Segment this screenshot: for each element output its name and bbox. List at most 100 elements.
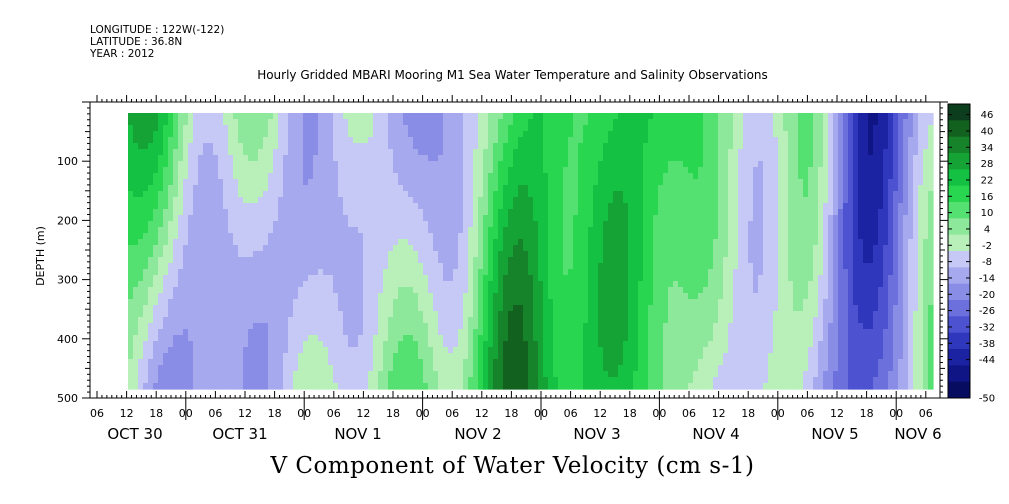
heat-cell <box>398 155 404 162</box>
heat-cell <box>208 119 214 126</box>
heat-cell <box>128 263 134 270</box>
heat-cell <box>563 173 569 180</box>
heat-cell <box>333 203 339 210</box>
heat-cell <box>923 239 929 246</box>
heat-cell <box>273 149 279 156</box>
heat-cell <box>453 233 459 240</box>
heat-cell <box>903 215 909 222</box>
heat-cell <box>383 293 389 300</box>
heat-cell <box>498 179 504 186</box>
heat-cell <box>583 161 589 168</box>
heat-cell <box>708 173 714 180</box>
heat-cell <box>668 185 674 192</box>
heat-cell <box>218 179 224 186</box>
heat-cell <box>178 233 184 240</box>
heat-cell <box>238 269 244 276</box>
heat-cell <box>618 287 624 294</box>
heat-cell <box>678 113 684 120</box>
heat-cell <box>188 137 194 144</box>
heat-cell <box>438 227 444 234</box>
heat-cell <box>468 275 474 282</box>
heat-cell <box>128 203 134 210</box>
heat-cell <box>133 137 139 144</box>
heat-cell <box>338 149 344 156</box>
heat-cell <box>383 143 389 150</box>
heat-cell <box>668 203 674 210</box>
heat-cell <box>313 131 319 138</box>
heat-cell <box>813 203 819 210</box>
heat-cell <box>808 221 814 228</box>
heat-cell <box>693 227 699 234</box>
heat-cell <box>293 197 299 204</box>
heat-cell <box>243 167 249 174</box>
heat-cell <box>788 209 794 216</box>
heat-cell <box>693 179 699 186</box>
heat-cell <box>863 275 869 282</box>
heat-cell <box>158 131 164 138</box>
heat-cell <box>493 257 499 264</box>
heat-cell <box>508 215 514 222</box>
heat-cell <box>448 131 454 138</box>
heat-cell <box>223 143 229 150</box>
heat-cell <box>818 197 824 204</box>
heat-cell <box>503 245 509 252</box>
heat-cell <box>868 269 874 276</box>
heat-cell <box>783 185 789 192</box>
heat-cell <box>798 119 804 126</box>
heat-cell <box>653 281 659 288</box>
heat-cell <box>898 149 904 156</box>
heat-cell <box>408 233 414 240</box>
heat-cell <box>643 113 649 120</box>
heat-cell <box>363 275 369 282</box>
heat-cell <box>243 173 249 180</box>
heat-cell <box>458 119 464 126</box>
heat-cell <box>913 113 919 120</box>
heat-cell <box>853 191 859 198</box>
heat-cell <box>253 185 259 192</box>
heat-cell <box>898 203 904 210</box>
heat-cell <box>558 239 564 246</box>
heat-cell <box>503 281 509 288</box>
heat-cell <box>408 293 414 300</box>
heat-cell <box>268 245 274 252</box>
heat-cell <box>303 113 309 120</box>
heat-cell <box>663 167 669 174</box>
heat-cell <box>873 179 879 186</box>
heat-cell <box>893 209 899 216</box>
heat-cell <box>603 191 609 198</box>
heat-cell <box>488 137 494 144</box>
heat-cell <box>693 125 699 132</box>
heat-cell <box>478 137 484 144</box>
heat-cell <box>693 293 699 300</box>
heat-cell <box>628 119 634 126</box>
heat-cell <box>318 227 324 234</box>
heat-cell <box>678 263 684 270</box>
heat-cell <box>388 173 394 180</box>
heat-cell <box>283 251 289 258</box>
heat-cell <box>593 233 599 240</box>
heat-cell <box>913 197 919 204</box>
heat-cell <box>308 197 314 204</box>
heat-cell <box>873 245 879 252</box>
heat-cell <box>803 191 809 198</box>
heat-cell <box>503 167 509 174</box>
heat-cell <box>228 203 234 210</box>
heat-cell <box>868 191 874 198</box>
heat-cell <box>543 119 549 126</box>
heat-cell <box>278 125 284 132</box>
heat-cell <box>168 185 174 192</box>
heat-cell <box>193 113 199 120</box>
heat-cell <box>203 215 209 222</box>
heat-cell <box>673 281 679 288</box>
heat-cell <box>318 257 324 264</box>
heat-cell <box>603 227 609 234</box>
heat-cell <box>278 167 284 174</box>
heat-cell <box>693 203 699 210</box>
heat-cell <box>853 233 859 240</box>
heat-cell <box>398 239 404 246</box>
heat-cell <box>903 227 909 234</box>
heat-cell <box>828 215 834 222</box>
heat-cell <box>923 155 929 162</box>
heat-cell <box>658 125 664 132</box>
heat-cell <box>793 269 799 276</box>
